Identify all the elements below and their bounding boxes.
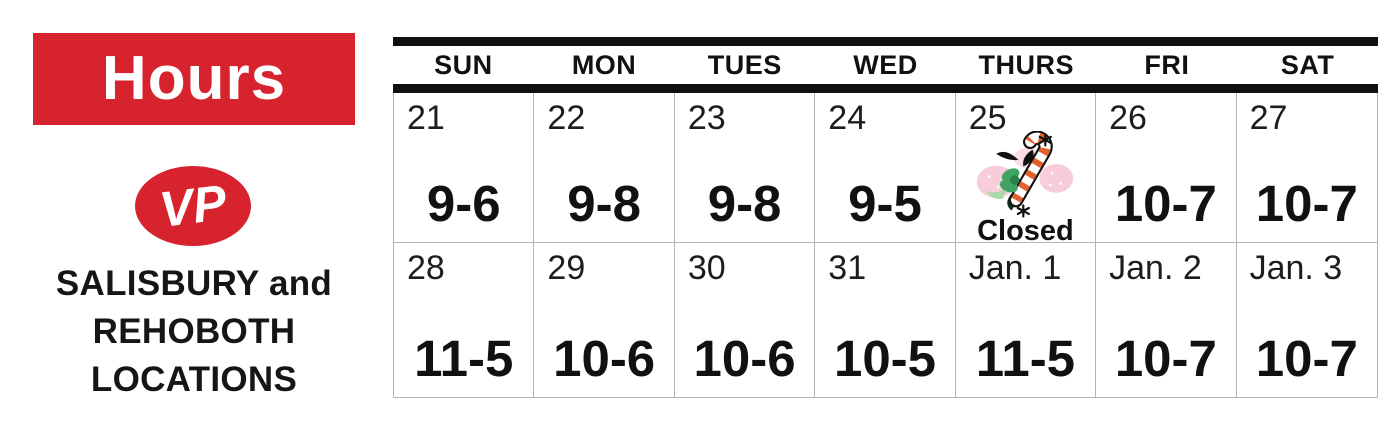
cell-date: 28 <box>407 249 445 287</box>
vp-logo: VP <box>135 166 251 246</box>
cell-hours: 11-5 <box>414 330 514 387</box>
cell-date: 25 <box>968 99 1007 137</box>
cell-date: Jan. 2 <box>1109 249 1202 287</box>
day-header-thurs: THURS <box>978 49 1074 80</box>
cell-hours: 10-5 <box>833 330 937 387</box>
locations-line-3: LOCATIONS <box>90 360 298 399</box>
calendar-cell: 26 10-7 <box>1096 93 1237 243</box>
cell-date: 21 <box>407 99 445 137</box>
day-header-sun: SUN <box>434 49 493 80</box>
cell-hours: 9-8 <box>707 175 782 232</box>
cell-date: 27 <box>1249 99 1288 137</box>
calendar-cell: Jan. 2 10-7 <box>1096 243 1237 397</box>
day-header-fri: FRI <box>1144 49 1190 80</box>
cell-date: 31 <box>828 249 867 287</box>
cell-hours: 9-5 <box>848 175 922 232</box>
calendar-cell: 30 10-6 <box>675 243 816 397</box>
calendar-cell: 29 10-6 <box>534 243 675 397</box>
calendar-cell: Jan. 1 11-5 <box>956 243 1097 397</box>
calendar-cell: 28 11-5 <box>394 243 535 397</box>
locations-line-1: SALISBURY and <box>55 264 333 303</box>
cell-hours: 10-6 <box>693 330 796 387</box>
cell-date: Jan. 1 <box>968 249 1062 287</box>
calendar-cell-closed: 25 <box>955 93 1097 243</box>
cell-hours: 10-7 <box>1255 330 1358 387</box>
candy-cane-icon <box>977 130 1074 218</box>
hours-calendar: SUN MON TUES WED THURS FRI SAT 21 9-6 22… <box>393 37 1378 398</box>
calendar-header-bottom-bar <box>393 84 1378 93</box>
calendar-grid: 21 9-6 22 9-8 23 9-8 24 9-5 25 <box>393 93 1378 398</box>
cell-hours: 9-6 <box>426 175 501 232</box>
cell-date: 22 <box>547 99 586 137</box>
cell-date: 23 <box>687 99 726 137</box>
cell-date: 29 <box>547 249 586 287</box>
day-header-tues: TUES <box>707 49 782 80</box>
cell-date: 30 <box>687 249 726 287</box>
cell-hours: 9-8 <box>567 175 641 232</box>
calendar-cell: 21 9-6 <box>394 93 535 243</box>
calendar-cell: 31 10-5 <box>815 243 956 397</box>
day-header-mon: MON <box>571 49 637 80</box>
hours-banner-label: Hours <box>101 44 287 113</box>
cell-hours: 10-6 <box>553 330 656 387</box>
vp-logo-text: VP <box>156 174 230 238</box>
locations-text: SALISBURY and REHOBOTH LOCATIONS <box>8 260 380 404</box>
calendar-cell: 22 9-8 <box>534 93 675 243</box>
cell-date: 24 <box>828 99 867 137</box>
calendar-cell: Jan. 3 10-7 <box>1237 243 1377 397</box>
cell-hours-closed: Closed <box>977 214 1074 243</box>
calendar-cell: 27 10-7 <box>1236 93 1377 243</box>
day-header-wed: WED <box>853 49 918 80</box>
cell-hours: 10-7 <box>1114 175 1217 232</box>
calendar-cell: 24 9-5 <box>815 93 956 243</box>
calendar-top-bar <box>393 37 1378 46</box>
calendar-cell: 23 9-8 <box>674 93 816 243</box>
cell-date: Jan. 3 <box>1249 249 1343 287</box>
cell-hours: 10-7 <box>1114 330 1217 387</box>
day-header-row: SUN MON TUES WED THURS FRI SAT <box>393 46 1378 84</box>
hours-banner: Hours <box>33 33 355 125</box>
cell-hours: 10-7 <box>1255 175 1358 232</box>
day-header-sat: SAT <box>1280 49 1335 80</box>
locations-line-2: REHOBOTH <box>92 312 296 351</box>
cell-date: 26 <box>1109 99 1147 137</box>
cell-hours: 11-5 <box>975 330 1076 387</box>
